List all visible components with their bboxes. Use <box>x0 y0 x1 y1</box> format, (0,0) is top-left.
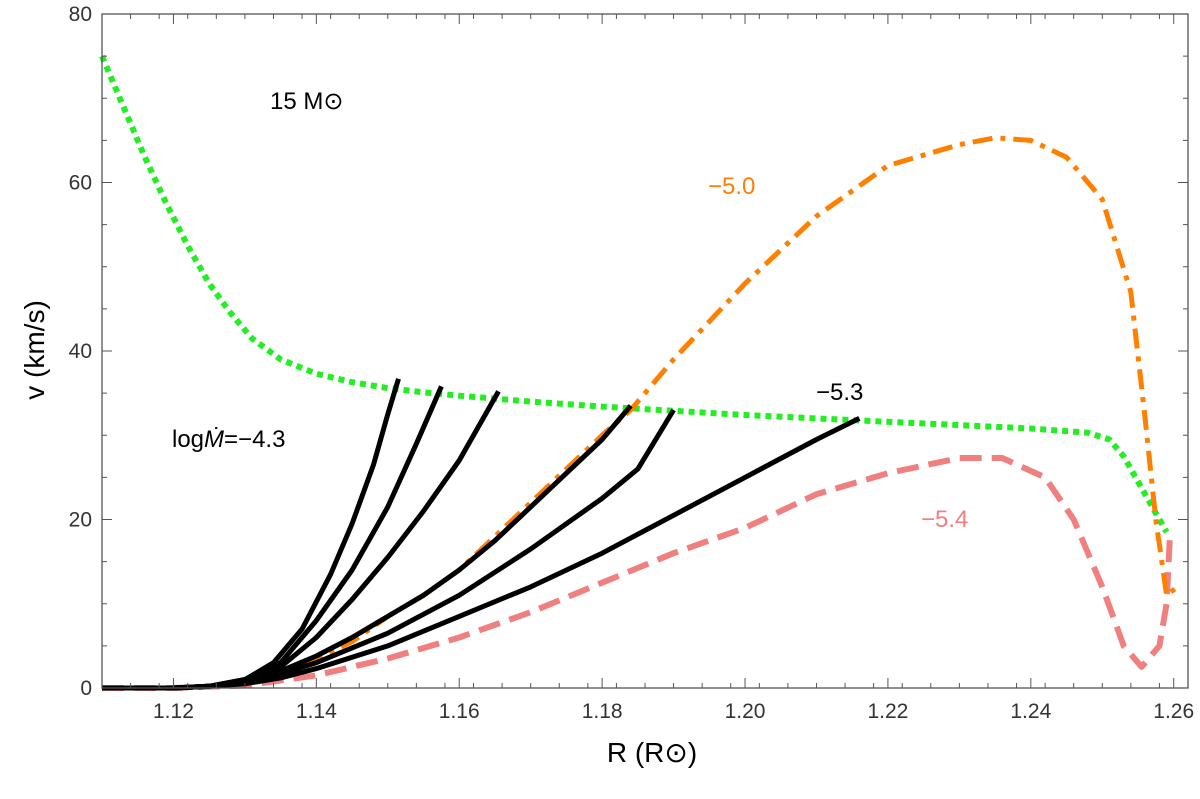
x-tick-label: 1.16 <box>439 700 480 723</box>
x-tick-label: 1.26 <box>1153 700 1194 723</box>
logmdot-label: logṀ=−4.3 <box>172 426 285 453</box>
x-tick-label: 1.14 <box>296 700 337 723</box>
series-label-orange: −5.0 <box>708 173 755 200</box>
y-tick-label: 0 <box>80 677 92 700</box>
mass-label: 15 M⊙ <box>270 88 343 115</box>
series-line-orange-7 <box>102 135 1179 691</box>
plot-frame <box>101 13 1189 689</box>
y-axis-title: v (km/s) <box>19 300 50 400</box>
x-tick-label: 1.20 <box>725 700 766 723</box>
series-label-black: −5.3 <box>816 379 863 406</box>
y-tick-label: 80 <box>69 3 92 26</box>
ticks-layer: 1.12 1.14 1.16 1.18 1.20 1.22 1.24 1.26 0 20 40 60 8… <box>69 3 1195 723</box>
x-tick-label: 1.12 <box>153 700 194 723</box>
y-tick-label: 40 <box>69 340 92 363</box>
series-layer <box>99 54 1179 691</box>
x-axis-title: R (R⊙) <box>607 737 697 768</box>
series-label-pink: −5.4 <box>921 506 968 533</box>
y-tick-label: 60 <box>69 172 92 195</box>
x-tick-label: 1.18 <box>582 700 623 723</box>
x-tick-label: 1.24 <box>1010 700 1051 723</box>
x-tick-label: 1.22 <box>867 700 908 723</box>
series-line-black-6 <box>102 416 861 691</box>
y-tick-label: 20 <box>69 509 92 532</box>
series-line-pink-8 <box>102 455 1174 691</box>
